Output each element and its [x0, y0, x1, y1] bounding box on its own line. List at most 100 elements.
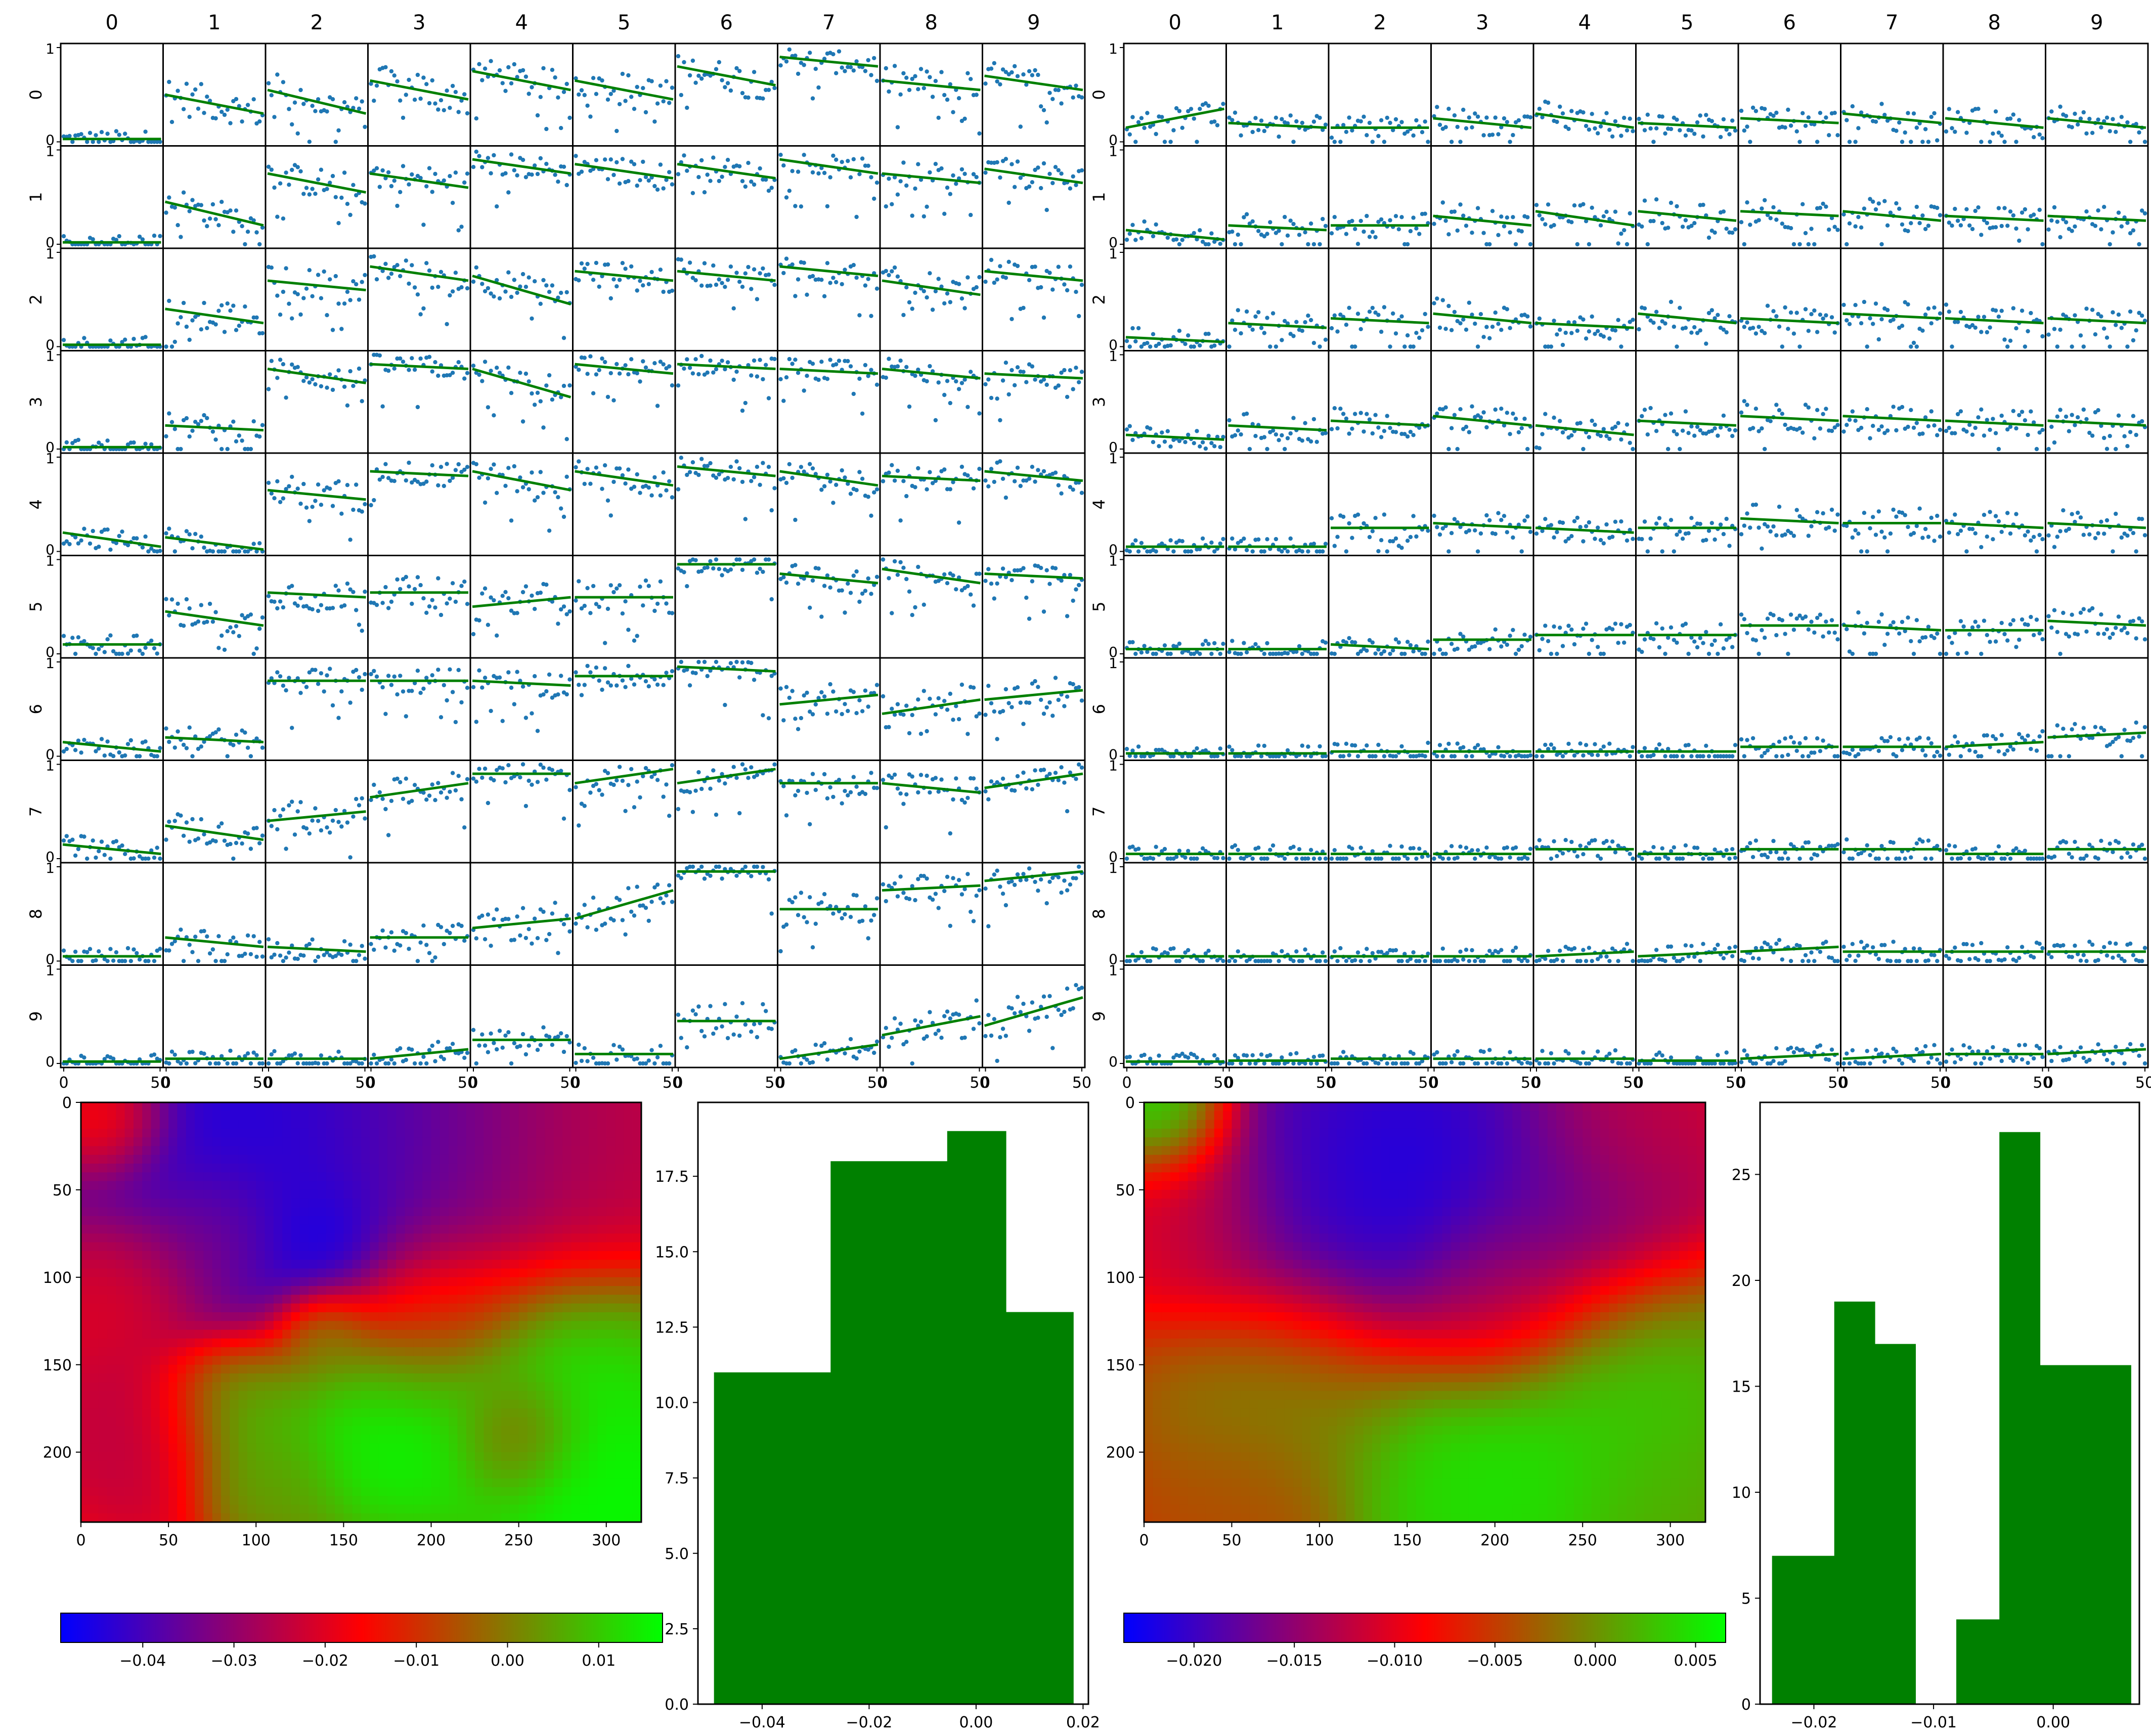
- data-point: [617, 765, 622, 769]
- data-point: [620, 71, 625, 76]
- data-point: [1788, 310, 1793, 315]
- data-point: [251, 1050, 256, 1055]
- data-point: [377, 790, 382, 795]
- row-label: 4: [26, 499, 46, 509]
- data-point: [295, 676, 300, 681]
- data-point: [705, 370, 710, 375]
- data-point: [515, 489, 519, 494]
- data-point: [1909, 221, 1913, 226]
- data-point: [530, 316, 534, 321]
- cell-points: [881, 557, 982, 617]
- data-point: [386, 833, 391, 837]
- data-point: [796, 913, 801, 917]
- data-point: [445, 322, 449, 327]
- data-point: [799, 716, 804, 721]
- data-point: [1027, 69, 1032, 73]
- data-point: [1923, 227, 1928, 232]
- data-point: [114, 950, 119, 955]
- data-point: [518, 284, 522, 289]
- data-point: [184, 820, 189, 825]
- data-point: [1030, 787, 1035, 792]
- data-point: [421, 596, 426, 601]
- data-point: [874, 382, 880, 387]
- data-point: [2131, 228, 2136, 233]
- data-point: [1797, 344, 1802, 349]
- data-point: [345, 820, 350, 825]
- data-point: [486, 286, 491, 291]
- data-point: [1047, 271, 1052, 275]
- data-point: [723, 702, 727, 707]
- data-point: [1318, 115, 1322, 120]
- data-point: [427, 354, 432, 359]
- data-point: [936, 1028, 941, 1033]
- data-point: [1021, 478, 1026, 483]
- data-point: [1018, 483, 1023, 488]
- data-point: [661, 289, 666, 294]
- data-point: [1528, 242, 1533, 247]
- data-point: [421, 75, 426, 80]
- data-point: [881, 778, 886, 782]
- data-point: [1044, 382, 1049, 387]
- data-point: [436, 1040, 441, 1044]
- data-point: [190, 1049, 195, 1054]
- cell-points: [1739, 105, 1840, 144]
- data-point: [322, 1061, 326, 1066]
- cell-2-4: [1532, 247, 1637, 351]
- data-point: [1294, 320, 1299, 324]
- cell-frame: [265, 247, 369, 351]
- data-point: [1464, 327, 1469, 332]
- data-point: [281, 959, 286, 963]
- data-point: [123, 753, 127, 758]
- data-point: [117, 234, 121, 239]
- data-point: [752, 1022, 757, 1027]
- data-point: [1953, 129, 1957, 134]
- data-point: [840, 160, 844, 164]
- data-point: [749, 287, 754, 291]
- data-point: [1613, 209, 1618, 214]
- data-point: [916, 564, 920, 569]
- data-point: [210, 429, 215, 434]
- data-point: [281, 496, 286, 501]
- data-point: [120, 651, 124, 656]
- data-point: [723, 781, 727, 786]
- data-point: [936, 789, 941, 794]
- cell-points: [676, 54, 777, 110]
- data-point: [904, 365, 909, 369]
- data-point: [1610, 134, 1615, 139]
- data-point: [213, 839, 218, 843]
- data-point: [328, 277, 332, 282]
- data-point: [2096, 117, 2100, 122]
- data-point: [983, 713, 988, 717]
- data-point: [1071, 387, 1075, 391]
- data-point: [916, 790, 920, 795]
- data-point: [1013, 788, 1017, 793]
- data-point: [1013, 185, 1017, 189]
- data-point: [1467, 300, 1471, 305]
- data-point: [1379, 329, 1384, 334]
- data-point: [459, 923, 464, 928]
- data-point: [342, 603, 347, 608]
- data-point: [1414, 118, 1419, 123]
- data-point: [731, 377, 736, 382]
- data-point: [1044, 705, 1049, 710]
- data-point: [424, 184, 429, 189]
- data-point: [348, 700, 353, 705]
- data-point: [992, 280, 997, 285]
- data-point: [1935, 205, 1940, 210]
- data-point: [740, 91, 745, 96]
- data-point: [696, 73, 701, 78]
- data-point: [179, 235, 183, 239]
- data-point: [1077, 583, 1081, 588]
- data-point: [1041, 711, 1046, 716]
- data-point: [655, 1055, 660, 1060]
- data-point: [784, 375, 789, 380]
- data-point: [1344, 323, 1349, 327]
- data-point: [172, 939, 177, 944]
- data-point: [936, 277, 941, 281]
- data-point: [925, 729, 929, 734]
- data-point: [916, 367, 920, 372]
- data-point: [863, 69, 868, 73]
- data-point: [828, 281, 832, 285]
- data-point: [728, 867, 733, 871]
- data-point: [363, 589, 367, 594]
